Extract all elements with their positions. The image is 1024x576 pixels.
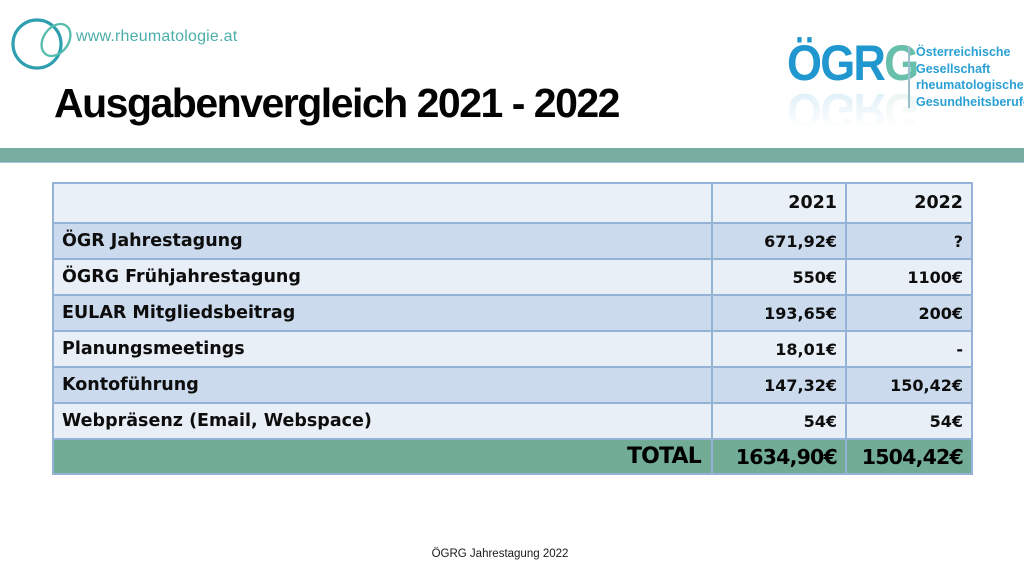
row-value-2021: 18,01€: [711, 330, 847, 368]
table-row: Webpräsenz (Email, Webspace) 54€ 54€: [52, 402, 973, 440]
total-label: TOTAL: [52, 438, 713, 475]
table-header-row: 2021 2022: [52, 182, 973, 224]
brand-acronym: ÖGRG: [787, 35, 919, 91]
row-label: ÖGRG Frühjahrestagung: [52, 258, 713, 296]
brand-reflection-fade: [780, 86, 970, 140]
table-row: Kontoführung 147,32€ 150,42€: [52, 366, 973, 404]
row-value-2022: -: [845, 330, 973, 368]
brand-org-name: Österreichische Gesellschaft rheumatolog…: [916, 44, 1024, 110]
rheumatologie-logo: [6, 8, 78, 79]
header-empty-cell: [52, 182, 713, 224]
brand-acronym-teal: G: [884, 35, 919, 91]
row-value-2021: 671,92€: [711, 222, 847, 260]
expense-table: 2021 2022 ÖGR Jahrestagung 671,92€ ? ÖGR…: [52, 182, 973, 475]
row-value-2021: 54€: [711, 402, 847, 440]
total-2021: 1634,90€: [711, 438, 847, 475]
total-2022: 1504,42€: [845, 438, 973, 475]
table-total-row: TOTAL 1634,90€ 1504,42€: [52, 438, 973, 475]
brand-org-line: Österreichische: [916, 45, 1011, 59]
row-label: Kontoführung: [52, 366, 713, 404]
row-value-2021: 147,32€: [711, 366, 847, 404]
table-row: ÖGR Jahrestagung 671,92€ ?: [52, 222, 973, 260]
accent-band: [0, 148, 1024, 163]
row-value-2022: 1100€: [845, 258, 973, 296]
table-row: ÖGRG Frühjahrestagung 550€ 1100€: [52, 258, 973, 296]
row-value-2021: 550€: [711, 258, 847, 296]
table-row: Planungsmeetings 18,01€ -: [52, 330, 973, 368]
header-2021: 2021: [711, 182, 847, 224]
row-value-2022: 54€: [845, 402, 973, 440]
brand-org-line: Gesellschaft: [916, 61, 991, 76]
brand-acronym-blue: ÖGR: [787, 35, 886, 91]
row-value-2021: 193,65€: [711, 294, 847, 332]
row-label: ÖGR Jahrestagung: [52, 222, 713, 260]
brand-org-line: Gesundheitsberufe: [916, 94, 1024, 109]
table-row: EULAR Mitgliedsbeitrag 193,65€ 200€: [52, 294, 973, 332]
row-label: Webpräsenz (Email, Webspace): [52, 402, 713, 440]
row-label: EULAR Mitgliedsbeitrag: [52, 294, 713, 332]
circles-logo-icon: [11, 18, 72, 70]
slide-title: Ausgabenvergleich 2021 - 2022: [54, 80, 620, 126]
row-label: Planungsmeetings: [52, 330, 713, 368]
brand-org-line: rheumatologischer: [916, 78, 1024, 92]
brand-divider: [908, 46, 910, 108]
row-value-2022: 200€: [845, 294, 973, 332]
header-2022: 2022: [845, 182, 973, 224]
slide-footer: ÖGRG Jahrestagung 2022: [431, 548, 569, 560]
row-value-2022: ?: [845, 222, 973, 260]
site-url: www.rheumatologie.at: [76, 28, 238, 45]
row-value-2022: 150,42€: [845, 366, 973, 404]
